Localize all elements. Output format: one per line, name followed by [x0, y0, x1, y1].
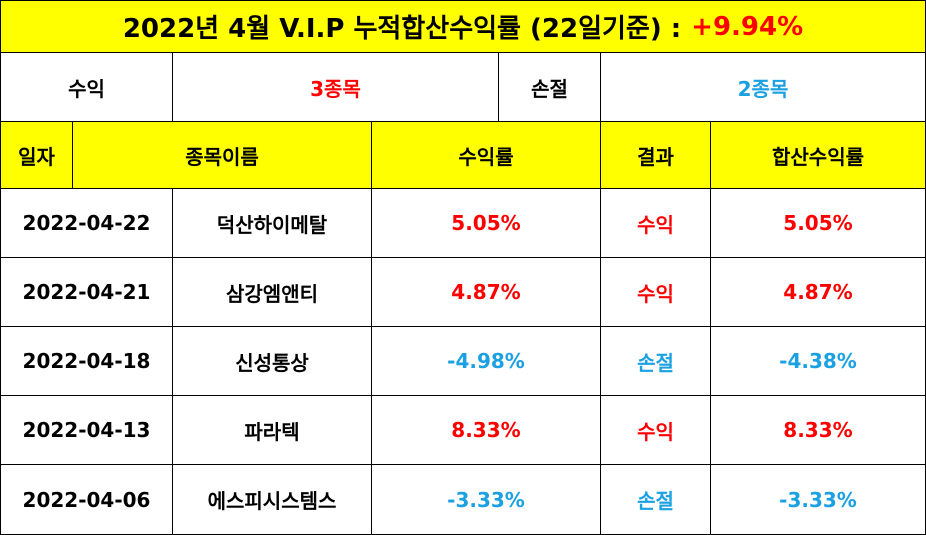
table-title: 2022년 4월 V.I.P 누적합산수익률 (22일기준) : +9.94% [1, 1, 925, 52]
table-row: 2022-04-22 덕산하이메탈 5.05% 수익 5.05% [1, 189, 925, 258]
header-result: 결과 [601, 122, 711, 188]
row-return: 4.87% [372, 258, 601, 326]
row-stock-name: 덕산하이메탈 [173, 189, 372, 257]
header-return: 수익률 [372, 122, 601, 188]
row-return: -4.98% [372, 327, 601, 395]
row-date: 2022-04-18 [1, 327, 173, 395]
row-result: 손절 [601, 465, 711, 534]
profit-count: 3종목 [173, 53, 499, 121]
loss-count: 2종목 [737, 76, 789, 101]
summary-row: 수익 3종목 손절 2종목 [1, 53, 925, 122]
table-row: 2022-04-06 에스피시스템스 -3.33% 손절 -3.33% [1, 465, 925, 534]
profit-label: 수익 [1, 53, 173, 121]
row-stock-name: 삼강엠앤티 [173, 258, 372, 326]
header-cumulative: 합산수익률 [772, 144, 864, 169]
row-date: 2022-04-22 [1, 189, 173, 257]
row-stock-name: 에스피시스템스 [173, 465, 372, 534]
row-result: 수익 [601, 189, 711, 257]
row-cumulative: 8.33% [783, 418, 853, 442]
title-row: 2022년 4월 V.I.P 누적합산수익률 (22일기준) : +9.94% [1, 1, 925, 53]
header-date: 일자 [1, 122, 73, 188]
loss-label: 손절 [499, 53, 601, 121]
row-date: 2022-04-06 [1, 465, 173, 534]
row-result: 손절 [601, 327, 711, 395]
row-date: 2022-04-13 [1, 396, 173, 464]
row-date: 2022-04-21 [1, 258, 173, 326]
row-return: -3.33% [372, 465, 601, 534]
column-header-row: 일자 종목이름 수익률 결과 합산수익률 [1, 122, 925, 189]
header-name: 종목이름 [73, 122, 372, 188]
row-stock-name: 신성통상 [173, 327, 372, 395]
title-text: 2022년 4월 V.I.P 누적합산수익률 (22일기준) : [122, 14, 682, 44]
row-cumulative: -4.38% [779, 349, 857, 373]
row-stock-name: 파라텍 [173, 396, 372, 464]
row-return: 5.05% [372, 189, 601, 257]
row-result: 수익 [601, 258, 711, 326]
row-cumulative: 5.05% [783, 211, 853, 235]
cumulative-total: +9.94% [691, 11, 804, 42]
row-cumulative: -3.33% [779, 487, 857, 512]
table-row: 2022-04-21 삼강엠앤티 4.87% 수익 4.87% [1, 258, 925, 327]
table-row: 2022-04-18 신성통상 -4.98% 손절 -4.38% [1, 327, 925, 396]
row-return: 8.33% [372, 396, 601, 464]
table-row: 2022-04-13 파라텍 8.33% 수익 8.33% [1, 396, 925, 465]
row-cumulative: 4.87% [783, 280, 853, 304]
row-result: 수익 [601, 396, 711, 464]
